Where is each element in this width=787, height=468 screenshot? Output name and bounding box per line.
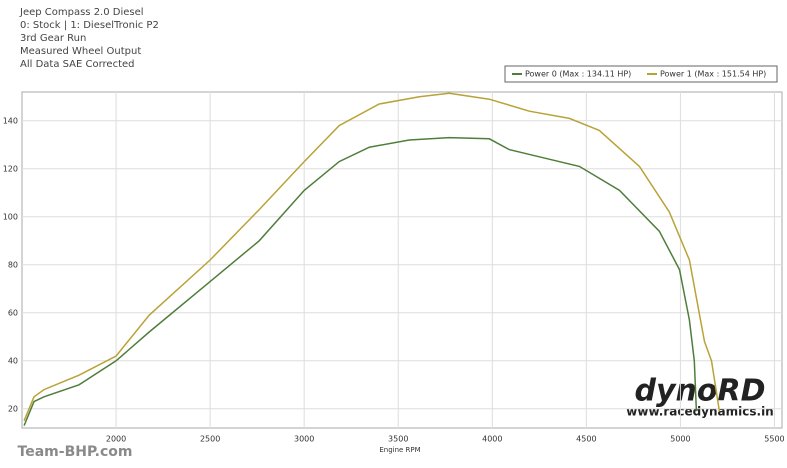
x-tick-label: 4000 (482, 435, 502, 444)
data-line (23, 136, 698, 426)
legend-label: Power 0 (Max : 134.11 HP) (525, 70, 631, 79)
x-tick-label: 4500 (576, 435, 596, 444)
x-tick-label: 2500 (200, 435, 220, 444)
x-tick-label: 3500 (388, 435, 408, 444)
brand-website: www.racedynamics.in (626, 405, 773, 419)
plot-frame (21, 91, 783, 429)
watermark: Team-BHP.com (18, 444, 133, 460)
legend-label: Power 1 (Max : 151.54 HP) (660, 70, 766, 79)
chart-subtitle: 3rd Gear Run (20, 33, 86, 44)
chart-subtitle: 0: Stock | 1: DieselTronic P2 (20, 20, 159, 31)
x-tick-label: 2000 (106, 435, 126, 444)
y-tick-label: 100 (3, 212, 18, 221)
brand-logo: dynoRD (634, 374, 765, 409)
data-line (23, 92, 721, 422)
y-tick-label: 40 (8, 356, 18, 365)
x-axis-label: Engine RPM (379, 446, 420, 454)
x-tick-label: 5000 (670, 435, 690, 444)
legend-box (504, 65, 778, 83)
x-tick-label: 3000 (294, 435, 314, 444)
chart-subtitle: All Data SAE Corrected (20, 59, 135, 70)
y-tick-label: 20 (8, 404, 18, 413)
y-tick-label: 120 (3, 164, 18, 173)
x-tick-label: 5500 (764, 435, 784, 444)
y-tick-label: 140 (3, 116, 18, 125)
y-tick-label: 80 (8, 260, 18, 269)
chart-subtitle: Measured Wheel Output (20, 46, 141, 57)
y-tick-label: 60 (8, 308, 18, 317)
chart-title: Jeep Compass 2.0 Diesel (19, 7, 144, 18)
